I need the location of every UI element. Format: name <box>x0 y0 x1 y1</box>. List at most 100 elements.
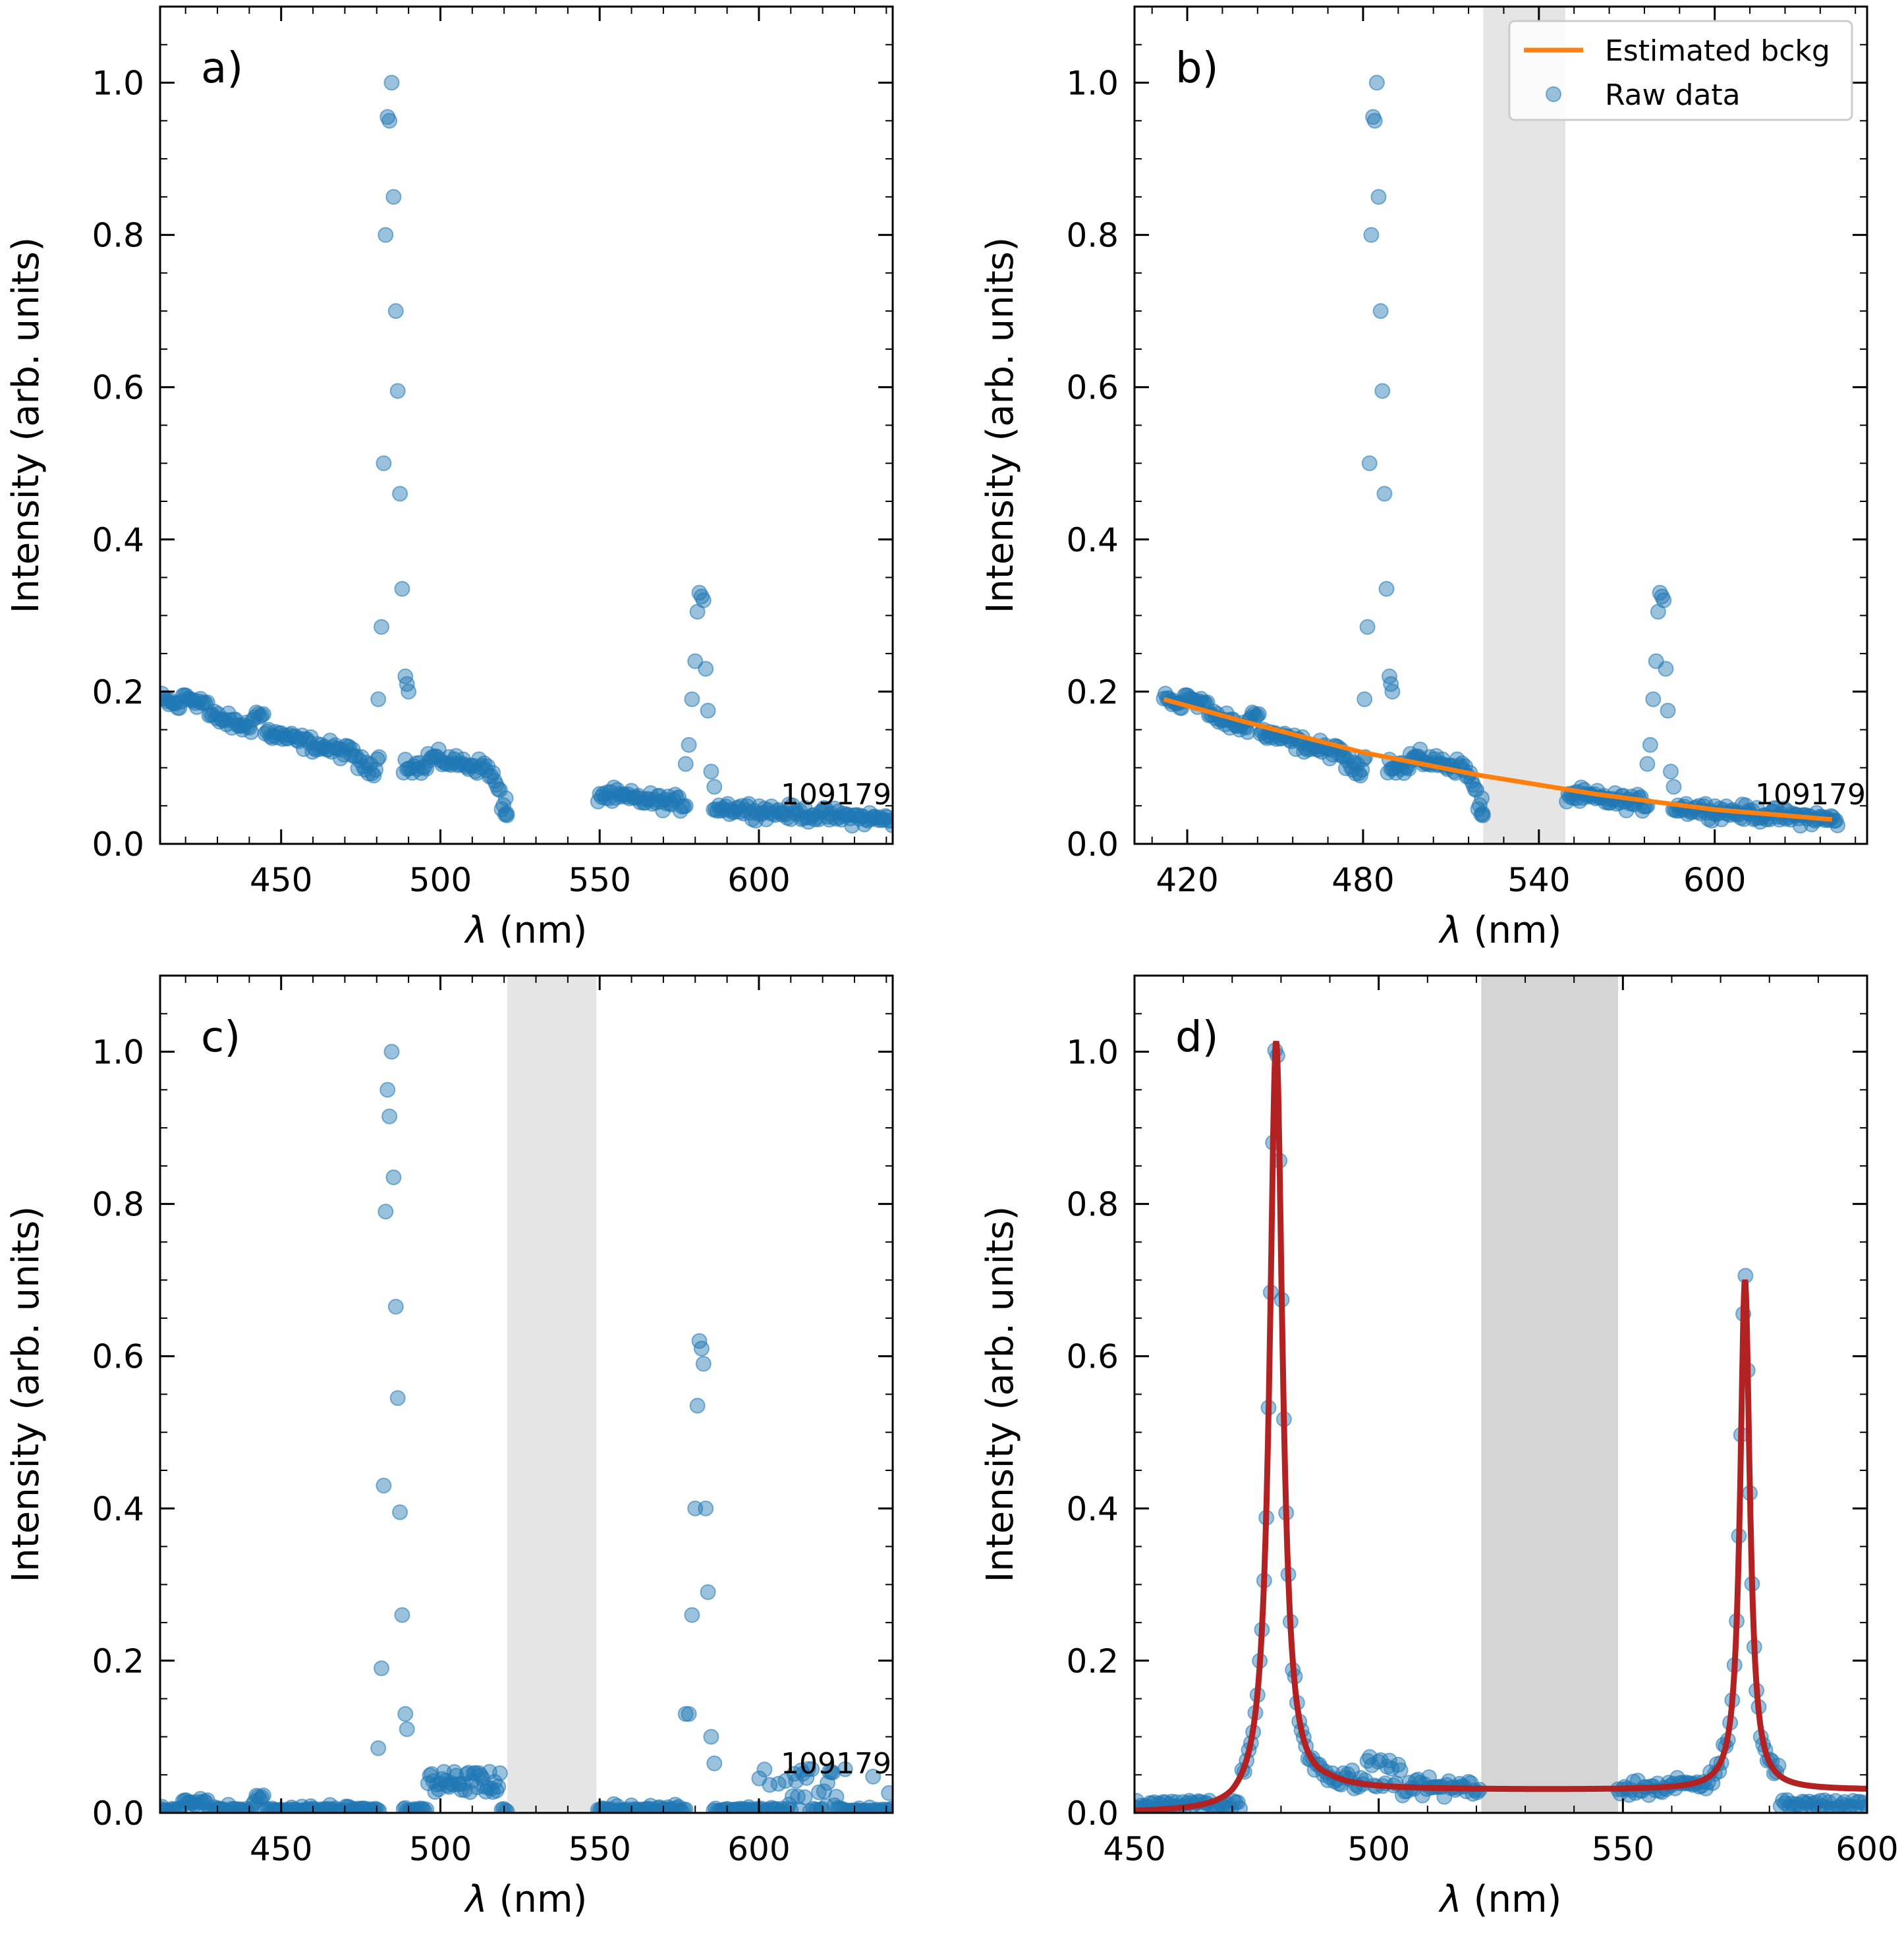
excluded-band <box>507 976 597 1813</box>
plot-area <box>1156 7 1846 844</box>
panel-label: c) <box>201 1013 240 1062</box>
panel-label: d) <box>1175 1013 1219 1062</box>
y-tick-label: 0.6 <box>92 369 144 407</box>
data-point <box>381 1108 398 1124</box>
data-point <box>681 736 697 753</box>
y-tick-label: 0.8 <box>92 1186 144 1224</box>
y-tick-label: 0.8 <box>92 217 144 255</box>
data-point <box>1830 817 1846 833</box>
x-tick-label: 450 <box>250 861 312 899</box>
legend-entry-bckg: Estimated bckg <box>1605 34 1830 68</box>
x-axis-symbol: λ <box>464 1878 488 1921</box>
panel-d: 450 500 550 600 0.0 0.2 0.4 0.6 0.8 1.0 λ (nm) Inte… <box>979 974 1899 1921</box>
x-tick-label: 540 <box>1507 861 1570 899</box>
data-point <box>1378 580 1395 597</box>
data-point <box>371 749 387 765</box>
sample-id-label: 109179 <box>781 778 891 812</box>
data-point <box>706 1755 723 1771</box>
panel-label: b) <box>1175 44 1219 93</box>
data-point <box>1357 691 1373 707</box>
y-tick-label: 0.2 <box>92 673 144 711</box>
data-point <box>684 691 700 707</box>
panel-b: 420 480 540 600 0.0 0.2 0.4 0.6 0.8 1.0 λ (nm) Inte… <box>979 5 1868 952</box>
x-tick-label: 600 <box>1835 1830 1898 1868</box>
data-point <box>376 1478 392 1494</box>
data-point <box>370 1740 387 1756</box>
y-tick-label: 1.0 <box>92 65 144 103</box>
legend-entry-raw: Raw data <box>1605 78 1741 112</box>
data-point <box>1666 779 1682 795</box>
x-tick-label: 450 <box>1103 1830 1165 1868</box>
data-point <box>499 805 515 821</box>
legend: Estimated bckg Raw data <box>1508 20 1853 121</box>
data-point <box>416 1803 433 1813</box>
x-axis-symbol: λ <box>1438 909 1462 952</box>
data-point <box>370 691 387 707</box>
y-tick-label: 0.0 <box>92 825 144 864</box>
plot-area <box>160 74 893 834</box>
data-point <box>1361 455 1378 472</box>
x-tick-label: 420 <box>1156 861 1218 899</box>
data-point <box>1368 74 1385 91</box>
y-tick-label: 0.4 <box>1066 1490 1119 1528</box>
y-tick-label: 0.2 <box>1066 673 1119 711</box>
x-tick-label: 500 <box>1347 1830 1410 1868</box>
data-point <box>394 1607 410 1623</box>
data-point <box>490 1779 507 1795</box>
data-point <box>1363 227 1380 243</box>
background-fit-line <box>1163 697 1832 822</box>
plot-area <box>160 976 893 1813</box>
data-point <box>687 653 704 669</box>
y-axis-label: Intensity (arb. units) <box>5 1206 47 1582</box>
data-point <box>1250 706 1267 723</box>
data-point <box>497 790 514 806</box>
data-point <box>1374 383 1391 399</box>
data-point <box>255 706 271 723</box>
data-point <box>387 1298 404 1315</box>
data-point <box>698 661 714 677</box>
x-axis-label: λ (nm) <box>464 909 588 952</box>
legend-frame <box>1508 20 1853 121</box>
excluded-band <box>1481 976 1618 1813</box>
x-tick-label: 600 <box>727 861 790 899</box>
y-tick-label: 0.4 <box>1066 521 1119 559</box>
panel-a: 450 500 550 600 0.0 0.2 0.4 0.6 0.8 1.0 λ (nm) Inte… <box>5 5 894 952</box>
x-axis-label: λ (nm) <box>464 1878 588 1921</box>
sample-id-label: 109179 <box>1755 778 1866 812</box>
x-axis-unit: (nm) <box>488 1878 588 1921</box>
data-point <box>797 1789 813 1806</box>
data-point <box>1656 592 1672 609</box>
x-tick-label: 550 <box>568 861 630 899</box>
data-point <box>700 1584 716 1600</box>
data-point <box>387 303 404 319</box>
data-point <box>374 1660 390 1677</box>
data-point <box>703 763 719 780</box>
data-point <box>418 1801 435 1813</box>
data-point <box>693 1341 710 1357</box>
panel-label: a) <box>201 44 243 93</box>
x-axis-symbol: λ <box>464 909 488 952</box>
data-point <box>1359 619 1376 635</box>
x-axis-unit: (nm) <box>1462 1878 1562 1921</box>
data-point <box>698 1500 714 1516</box>
data-point <box>695 592 712 609</box>
data-point <box>1642 736 1658 753</box>
data-point <box>392 486 408 502</box>
data-point <box>1352 767 1368 784</box>
y-tick-label: 1.0 <box>1066 65 1119 103</box>
data-point <box>366 767 382 784</box>
data-point <box>1662 763 1679 780</box>
x-tick-label: 600 <box>1683 861 1746 899</box>
data-point <box>389 1390 406 1406</box>
data-point <box>1384 683 1401 700</box>
panel-c: 450 500 550 600 0.0 0.2 0.4 0.6 0.8 1.0 λ (nm) Inte… <box>5 974 894 1921</box>
y-axis-label: Intensity (arb. units) <box>5 237 47 613</box>
data-point <box>1372 303 1389 319</box>
plot-area <box>1134 976 1867 1813</box>
data-point <box>1370 188 1387 205</box>
x-axis-symbol: λ <box>1438 1878 1462 1921</box>
data-point <box>383 1043 400 1060</box>
y-tick-label: 1.0 <box>1066 1034 1119 1072</box>
data-point <box>1392 1762 1409 1779</box>
